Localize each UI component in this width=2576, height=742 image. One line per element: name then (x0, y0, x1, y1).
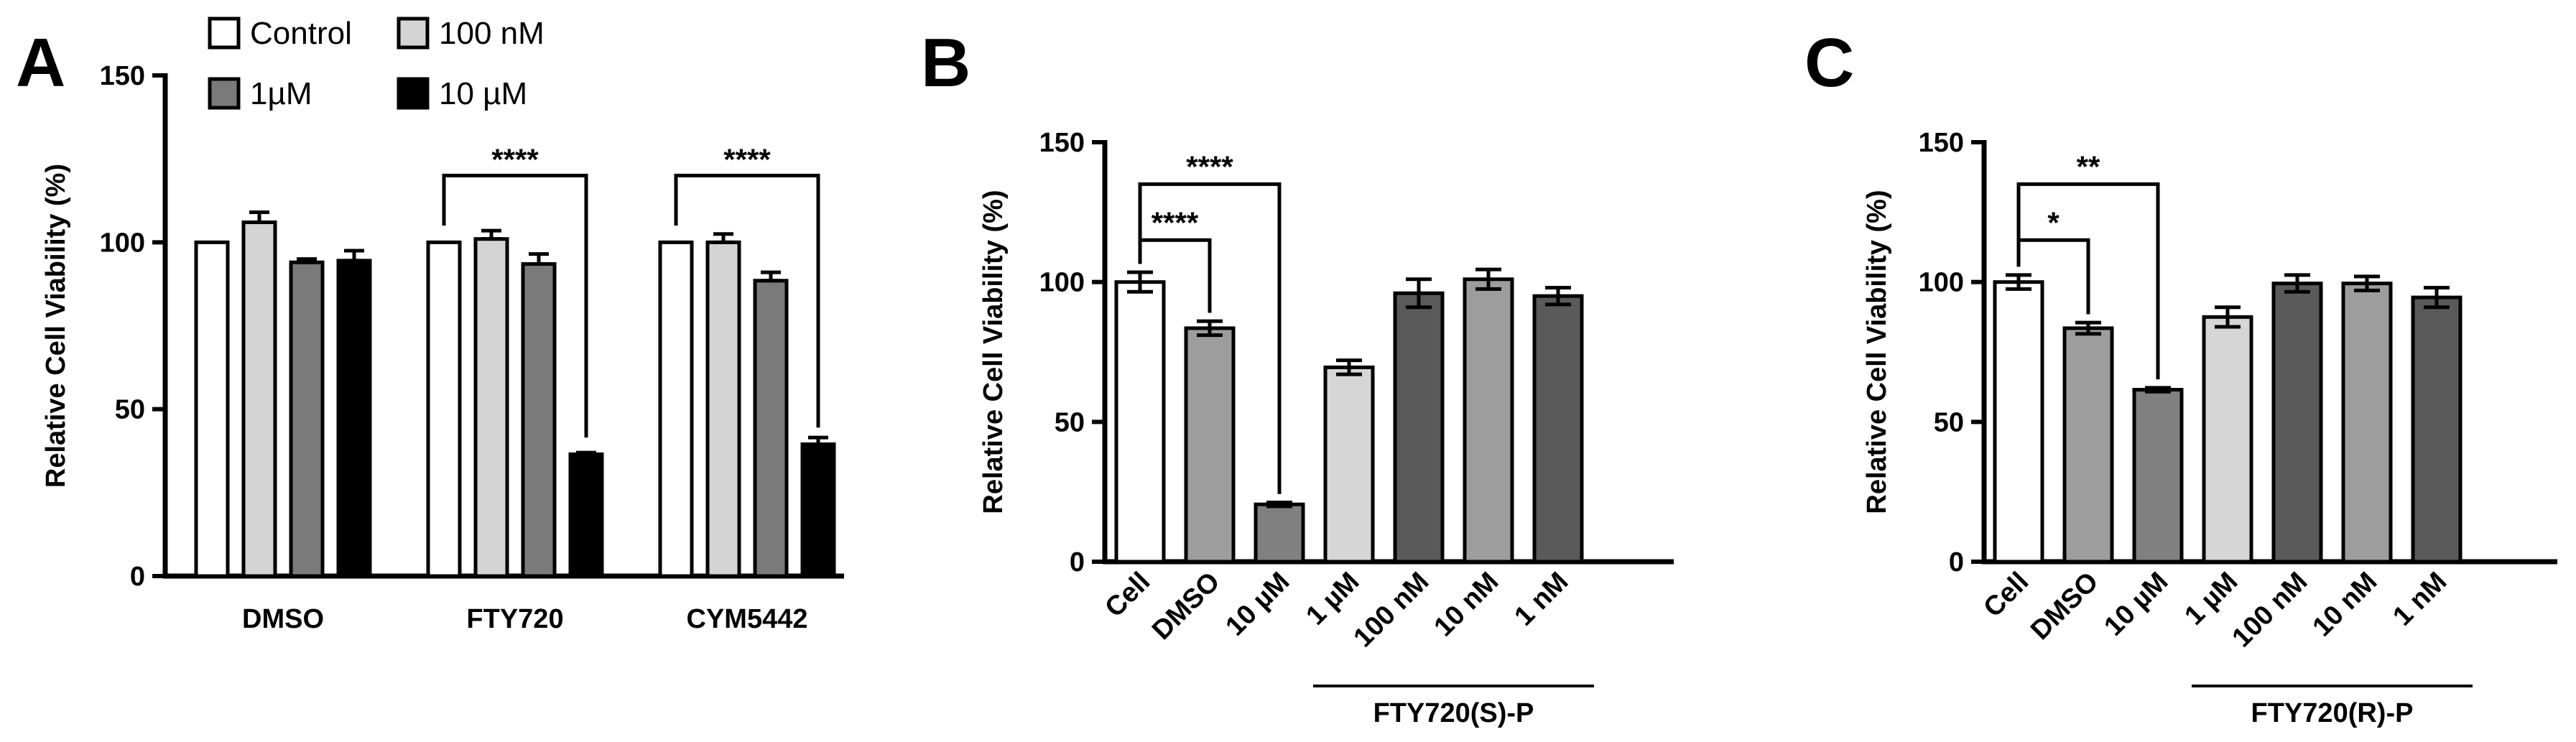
legend-swatch (397, 17, 430, 50)
y-tick-label: 0 (1070, 547, 1085, 578)
legend-label: Control (250, 16, 352, 51)
panel-letter: A (16, 24, 65, 101)
x-category-label: 1 µM (2179, 567, 2243, 631)
significance-bracket (674, 173, 820, 428)
bar (426, 240, 462, 578)
y-tick-label: 50 (1055, 407, 1085, 437)
legend-swatch (208, 77, 241, 110)
x-category-label: Cell (1099, 567, 1156, 623)
x-category-label: 100 nM (1348, 567, 1435, 654)
y-tick-label: 50 (1934, 407, 1964, 437)
significance-label: ** (2077, 149, 2100, 183)
bar (800, 442, 836, 578)
y-tick-label: 50 (115, 395, 145, 425)
bar (336, 259, 372, 578)
x-category-label: 100 nM (2227, 567, 2314, 654)
panel-b-chart: 0 50 100 150 Relative Cell Viability (%) B Cel… (921, 24, 1674, 728)
bar (1993, 280, 2044, 564)
y-tick-label: 100 (100, 228, 145, 258)
bar (705, 240, 741, 578)
significance-bracket (1138, 182, 1282, 494)
group-label: FTY720(R)-P (2251, 698, 2414, 728)
bar (1254, 502, 1305, 564)
bar (1323, 365, 1375, 564)
legend-swatch (208, 17, 241, 50)
significance-label: **** (723, 142, 771, 176)
y-axis-label: Relative Cell Viability (%) (41, 164, 71, 488)
x-category-label: 10 µM (1220, 567, 1295, 642)
x-category-label: 10 µM (2098, 567, 2174, 642)
y-tick-label: 100 (1919, 268, 1964, 298)
bar (1393, 291, 1445, 564)
y-axis-label: Relative Cell Viability (%) (978, 190, 1009, 514)
bar (473, 237, 509, 578)
y-tick-label: 0 (130, 562, 145, 592)
legend-label: 100 nM (439, 16, 545, 51)
significance-label: **** (1186, 149, 1233, 183)
significance-bracket (442, 173, 588, 438)
bar (658, 240, 694, 578)
legend-label: 10 µM (439, 76, 527, 111)
x-category-label: FTY720 (466, 604, 563, 634)
legend-swatch (397, 77, 430, 110)
significance-bracket (2016, 182, 2160, 380)
bar (1463, 277, 1514, 564)
group-label: FTY720(S)-P (1373, 698, 1534, 728)
bar (2062, 326, 2114, 564)
y-axis-label: Relative Cell Viability (%) (1862, 190, 1892, 514)
x-category-label: DMSO (242, 604, 324, 634)
x-category-label: DMSO (2025, 567, 2104, 646)
panel-a-chart: 0 50 100 150 Relative Cell Viability (%) A DMS… (16, 16, 844, 634)
bar (194, 240, 230, 578)
y-tick-label: 150 (100, 61, 145, 91)
significance-label: **** (1152, 205, 1199, 239)
bar (521, 262, 557, 578)
x-category-label: 1 nM (2387, 567, 2452, 632)
x-category-label: 1 nM (1509, 567, 1574, 632)
bar (289, 260, 325, 578)
x-category-label: Cell (1978, 567, 2034, 623)
x-category-label: 10 nM (2307, 567, 2383, 643)
bar (1532, 294, 1584, 564)
bar (1114, 280, 1166, 564)
bar (2132, 388, 2184, 564)
y-tick-label: 150 (1919, 128, 1964, 158)
bar (2271, 282, 2323, 564)
x-category-label: 10 nM (1429, 567, 1505, 643)
significance-label: * (2047, 205, 2060, 239)
x-category-label: CYM5442 (687, 604, 808, 634)
y-tick-label: 150 (1039, 128, 1085, 158)
y-tick-label: 0 (1949, 547, 1964, 578)
bar (241, 220, 277, 578)
panel-letter: C (1804, 24, 1854, 101)
bar (753, 279, 789, 578)
bar (1184, 326, 1236, 564)
bar (2341, 282, 2393, 564)
legend-label: 1µM (250, 76, 312, 111)
y-tick-label: 100 (1039, 268, 1085, 298)
x-category-label: DMSO (1146, 567, 1226, 646)
bar (2411, 295, 2463, 564)
significance-label: **** (491, 142, 539, 176)
legend: Control 100 nM 1µM 10 µM (208, 16, 545, 111)
panel-letter: B (921, 24, 970, 101)
panel-c-chart: 0 50 100 150 Relative Cell Viability (%) C Cel… (1804, 24, 2557, 728)
bar (2202, 315, 2253, 564)
bar (568, 452, 604, 578)
x-category-label: 1 µM (1300, 567, 1365, 631)
